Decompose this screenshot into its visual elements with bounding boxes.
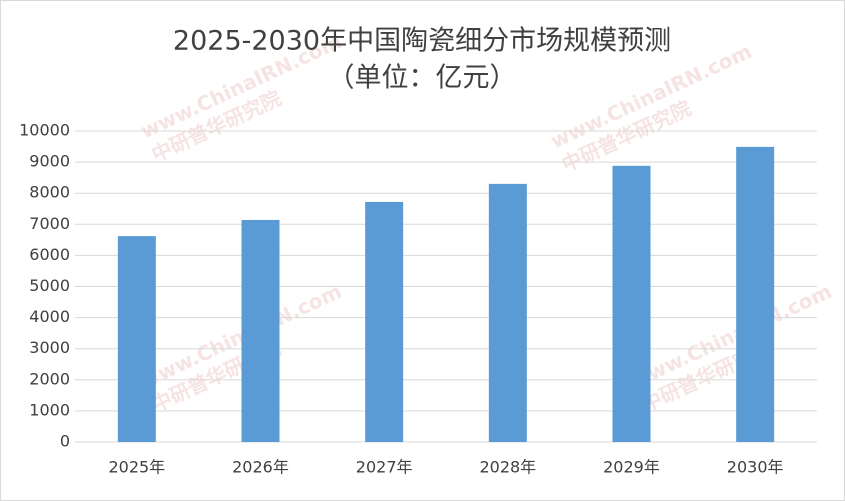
bar (117, 236, 156, 442)
x-tick-label: 2026年 (232, 458, 289, 477)
chart-subtitle: （单位：亿元） (328, 63, 517, 94)
y-tick-label: 7000 (29, 214, 70, 233)
y-tick-label: 4000 (29, 307, 70, 326)
x-tick-label: 2025年 (108, 458, 165, 477)
bar (365, 201, 404, 442)
y-tick-label: 2000 (29, 369, 70, 388)
bar (736, 146, 775, 442)
bar (241, 219, 280, 442)
x-tick-label: 2027年 (356, 458, 413, 477)
y-tick-label: 9000 (29, 152, 70, 171)
y-tick-label: 3000 (29, 338, 70, 357)
x-tick-label: 2030年 (727, 458, 784, 477)
bar (612, 165, 651, 442)
chart-title: 2025-2030年中国陶瓷细分市场规模预测 (173, 26, 671, 57)
y-tick-label: 8000 (29, 183, 70, 202)
bar (488, 183, 527, 442)
x-tick-label: 2029年 (603, 458, 660, 477)
x-tick-label: 2028年 (479, 458, 536, 477)
y-tick-label: 6000 (29, 245, 70, 264)
y-tick-label: 10000 (19, 121, 70, 140)
y-tick-label: 5000 (29, 276, 70, 295)
y-tick-label: 0 (60, 432, 70, 451)
y-tick-label: 1000 (29, 400, 70, 419)
